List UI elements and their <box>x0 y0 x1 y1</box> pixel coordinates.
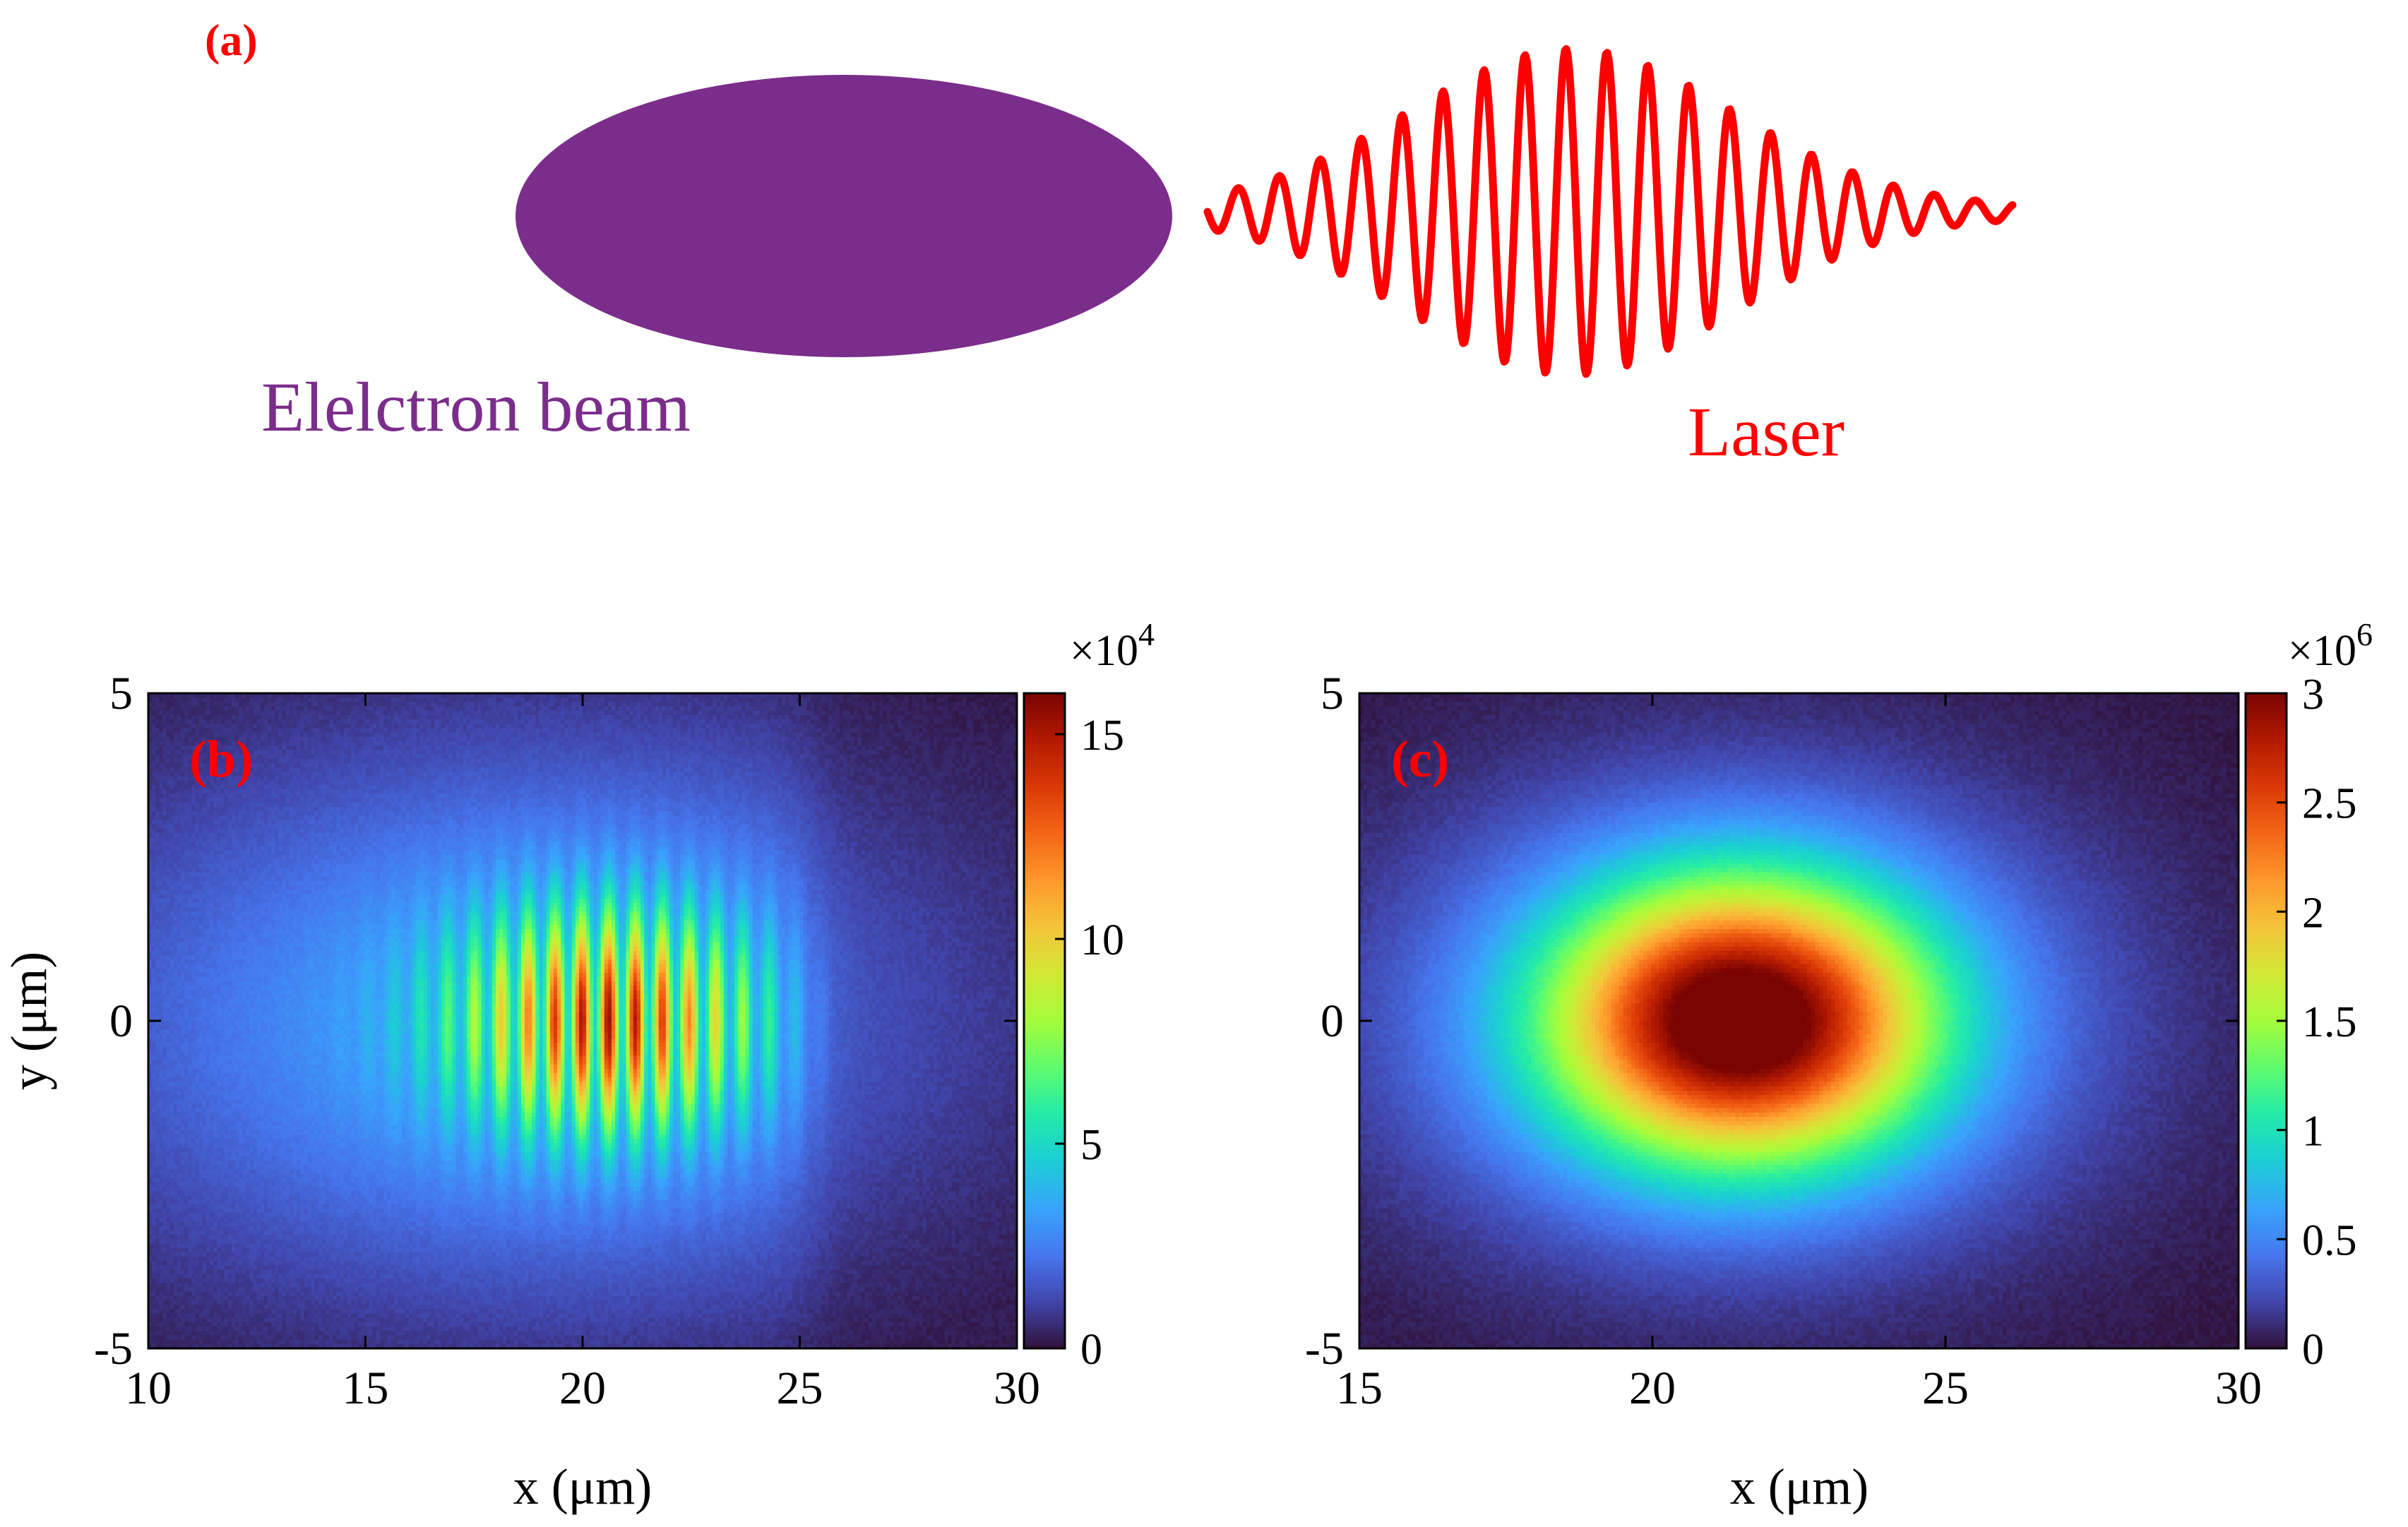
x-axis-label-b: x (μm) <box>513 1459 652 1515</box>
colorbar-b-tick-label: 15 <box>1080 712 1124 760</box>
panel-b: (b) 10 15 20 25 30-505 x (μm) y (μm) 051015 … <box>1 616 1155 1515</box>
panel-b-ytick-label: -5 <box>94 1323 133 1375</box>
colorbar-c-tick-label: 1.5 <box>2302 998 2357 1046</box>
panel-c-label: (c) <box>1391 731 1449 789</box>
laser-pulse-waveform <box>1208 49 2013 373</box>
panel-b-xtick-label: 30 <box>994 1363 1040 1414</box>
panel-b-ytick-label: 5 <box>109 668 133 719</box>
panel-b-xtick-label: 20 <box>559 1363 606 1414</box>
panel-c-xtick-label: 30 <box>2215 1363 2262 1414</box>
panel-c-ytick-label: -5 <box>1305 1323 1344 1375</box>
colorbar-c-ticks: 0 0.5 1 1.5 2 2.5 3 <box>2277 671 2357 1374</box>
panel-b-xtick-label: 25 <box>777 1363 823 1414</box>
colorbar-c-tick-label: 2 <box>2302 889 2324 937</box>
panel-b-label: (b) <box>189 731 253 789</box>
colorbar-c-tick-label: 0.5 <box>2302 1216 2357 1264</box>
colorbar-c-multiplier-base: ×10 <box>2288 627 2356 675</box>
colorbar-b-tick-label: 10 <box>1080 916 1124 964</box>
heatmap-c <box>1359 693 2239 1349</box>
colorbar-c-multiplier: ×106 <box>2288 616 2373 675</box>
colorbar-b-multiplier-base: ×10 <box>1070 627 1138 675</box>
heatmap-b <box>148 693 1018 1349</box>
colorbar-c-multiplier-exponent: 6 <box>2356 616 2373 652</box>
panel-c: (c) 15 20 25 30-505 x (μm) 00.511.522.53 ×1… <box>1305 616 2373 1515</box>
laser-label: Laser <box>1688 393 1844 471</box>
panel-a: (a) Elelctron beam Laser <box>205 15 2013 471</box>
panel-a-label: (a) <box>205 15 258 65</box>
x-axis-label-c: x (μm) <box>1730 1459 1869 1515</box>
panel-c-xtick-label: 20 <box>1629 1363 1676 1414</box>
colorbar-c-tick-label: 2.5 <box>2302 780 2357 828</box>
colorbar-c-tick-label: 3 <box>2302 671 2324 719</box>
colorbar-b <box>1024 693 1065 1348</box>
panel-c-xtick-label: 25 <box>1922 1363 1969 1414</box>
electron-beam-label: Elelctron beam <box>261 368 691 446</box>
colorbar-b-tick-label: 5 <box>1080 1121 1102 1169</box>
electron-beam-ellipse <box>515 75 1172 357</box>
colorbar-c-tick-label: 0 <box>2302 1326 2324 1374</box>
colorbar-b-multiplier-exponent: 4 <box>1138 616 1155 652</box>
panel-b-xtick-label: 15 <box>342 1363 389 1414</box>
colorbar-b-multiplier: ×104 <box>1070 616 1155 675</box>
y-axis-label-b: y (μm) <box>1 952 57 1091</box>
colorbar-b-tick-label: 0 <box>1080 1326 1102 1374</box>
panel-c-ytick-label: 5 <box>1321 668 1344 719</box>
panel-b-ytick-label: 0 <box>109 995 133 1047</box>
colorbar-c-tick-label: 1 <box>2302 1108 2324 1156</box>
panel-c-ytick-label: 0 <box>1321 995 1344 1047</box>
